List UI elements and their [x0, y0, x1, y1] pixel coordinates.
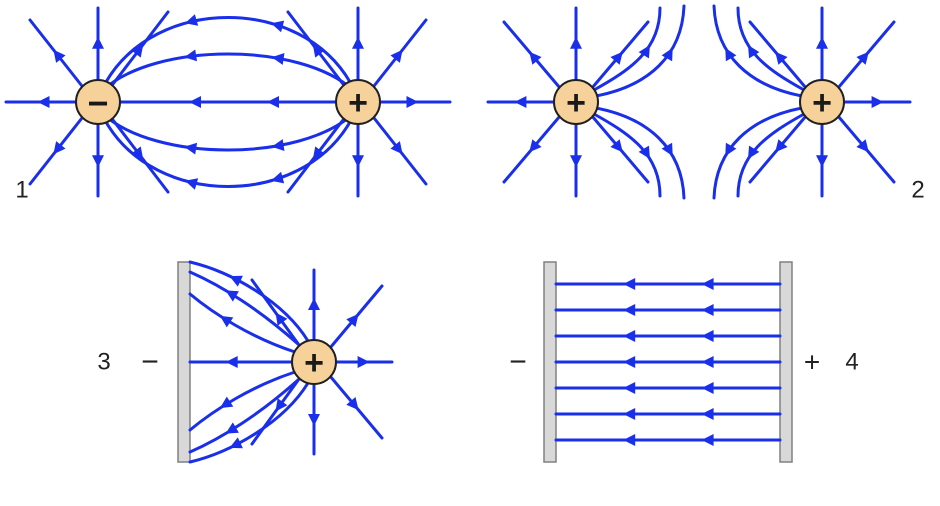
- arrowhead-icon: [570, 155, 582, 167]
- arrowhead-icon: [184, 143, 197, 155]
- negative-plate: [178, 262, 190, 462]
- arrowhead-icon: [308, 414, 320, 426]
- diagram-4-number: 4: [845, 349, 858, 376]
- arrowhead-icon: [623, 382, 635, 394]
- arrowhead-icon: [623, 356, 635, 368]
- negative-charge: −: [76, 80, 120, 124]
- svg-text:−: −: [87, 83, 108, 124]
- arrowhead-icon: [872, 96, 884, 108]
- diagram-4: − +4: [509, 262, 858, 462]
- dipole-line: [106, 122, 350, 187]
- arrowhead-icon: [226, 356, 238, 368]
- arrowhead-icon: [623, 278, 635, 290]
- arrowhead-icon: [702, 330, 714, 342]
- arrowhead-icon: [816, 155, 828, 167]
- diagram-2: + +2: [488, 6, 925, 204]
- arrowhead-icon: [407, 96, 419, 108]
- arrowhead-icon: [702, 278, 714, 290]
- arrowhead-icon: [308, 298, 320, 310]
- positive-charge: +: [292, 340, 336, 384]
- arrowhead-icon: [570, 37, 582, 49]
- dipole-line: [106, 18, 350, 83]
- arrowhead-icon: [92, 37, 104, 49]
- positive-plate: [780, 262, 792, 462]
- arrowhead-icon: [623, 434, 635, 446]
- arrowhead-icon: [38, 96, 50, 108]
- diagram-3: + − 3: [97, 262, 392, 462]
- arrowhead-icon: [352, 155, 364, 167]
- arrowhead-icon: [702, 356, 714, 368]
- arrowhead-icon: [358, 356, 370, 368]
- arrowhead-icon: [184, 49, 197, 61]
- diagram-1-number: 1: [15, 177, 28, 204]
- arrowhead-icon: [92, 155, 104, 167]
- plate-line: [190, 383, 308, 462]
- plate-line: [190, 262, 308, 341]
- dipole-line: [103, 114, 353, 150]
- arrowhead-icon: [514, 96, 526, 108]
- minus-icon: −: [509, 346, 527, 379]
- svg-text:+: +: [304, 344, 324, 382]
- arrowhead-icon: [623, 304, 635, 316]
- positive-charge: +: [336, 80, 380, 124]
- svg-text:+: +: [566, 84, 586, 122]
- svg-text:+: +: [812, 84, 832, 122]
- arrowhead-icon: [702, 304, 714, 316]
- arrowhead-icon: [623, 330, 635, 342]
- dipole-line: [103, 54, 353, 90]
- svg-text:+: +: [348, 84, 368, 122]
- arrowhead-icon: [702, 434, 714, 446]
- arrowhead-icon: [702, 408, 714, 420]
- positive-charge-left: +: [554, 80, 598, 124]
- arrowhead-icon: [816, 37, 828, 49]
- plus-icon: +: [804, 347, 820, 378]
- positive-charge-right: +: [800, 80, 844, 124]
- diagram-3-number: 3: [97, 349, 110, 376]
- diagram-2-number: 2: [911, 177, 924, 204]
- arrowhead-icon: [267, 96, 279, 108]
- arrowhead-icon: [352, 37, 364, 49]
- negative-plate: [544, 262, 556, 462]
- diagram-1: − +1: [6, 8, 450, 204]
- arrowhead-icon: [623, 408, 635, 420]
- arrowhead-icon: [189, 96, 201, 108]
- arrowhead-icon: [702, 382, 714, 394]
- minus-icon: −: [141, 346, 159, 379]
